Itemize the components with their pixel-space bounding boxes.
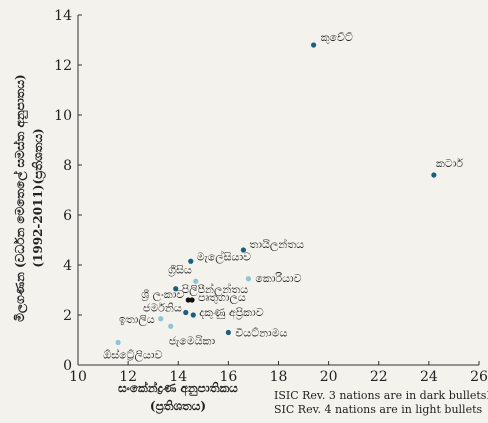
point-label: පෘතුගාලය: [198, 291, 246, 305]
y-tick-label: 8: [63, 158, 72, 174]
y-tick-label: 4: [63, 258, 72, 274]
x-axis-title-line-1: සංකේන්ද්‍රණ අනුපාතිකය: [118, 381, 238, 397]
data-point: [183, 309, 189, 316]
note-isic-rev4: SIC Rev. 4 nations are in light bullets: [274, 403, 483, 416]
y-axis-title-line-1: මිලගණන (වර්ධන මෙතෙලේ සමස්ත අනුපාතය): [13, 74, 29, 321]
y-tick-label: 12: [54, 58, 72, 74]
x-tick-label: 12: [119, 369, 137, 385]
point-label: දකුණු අප්‍රිකාව: [199, 306, 263, 320]
point-label: වියට්නාමය: [235, 327, 287, 340]
point-label: ජැමෙයිකා: [169, 334, 216, 347]
point-label: ජර්මනිය: [143, 302, 182, 315]
note-isic-rev3: ISIC Rev. 3 nations are in dark bulletsI: [274, 389, 488, 402]
point-label: කටාර්: [436, 157, 463, 170]
x-tick-label: 16: [219, 369, 237, 385]
data-point: [310, 42, 317, 48]
data-point: [185, 297, 191, 303]
point-label: ග්‍රීසිය: [168, 263, 192, 276]
x-tick-label: 26: [470, 369, 488, 385]
x-tick-label: 18: [270, 369, 288, 385]
data-point: [240, 247, 247, 253]
point-label: කුවේට්: [321, 31, 353, 44]
data-point: [158, 316, 164, 322]
data-point: [190, 312, 196, 318]
x-tick-label: 24: [420, 369, 438, 385]
y-tick-label: 10: [54, 108, 72, 124]
data-point: [193, 278, 199, 284]
point-label: තායිලන්තය: [249, 237, 304, 252]
data-point: [188, 258, 194, 264]
y-tick-label: 2: [63, 308, 72, 324]
x-tick-label: 20: [320, 369, 338, 385]
data-point: [168, 323, 174, 329]
point-label: කොරියාව: [255, 272, 301, 285]
y-tick-label: 0: [63, 358, 72, 374]
y-axis-title-line-2: (1992-2011)(ප්‍රතිශතය): [31, 128, 47, 267]
point-label: පිලිපීන්ලන්තය: [182, 282, 248, 297]
x-tick-label: 14: [169, 369, 187, 385]
data-point: [189, 297, 195, 303]
x-axis-title-line-2: (ප්‍රතිශතය): [150, 399, 206, 415]
data-point: [225, 329, 231, 336]
data-point: [115, 339, 121, 346]
point-labels: කුවේට් කටාර් තායිලන්තයමැලේසියාව පිලිපීන්ලන්…: [103, 31, 463, 363]
data-points: [115, 42, 437, 346]
x-tick-label: 22: [370, 369, 388, 385]
y-tick-label: 6: [63, 208, 72, 224]
point-label: ඕස්ට්‍රේලියාව: [103, 347, 162, 362]
point-label: ශ්‍රී ලංකාව: [141, 288, 184, 302]
x-tick-label: 10: [69, 369, 87, 385]
data-point: [431, 172, 437, 178]
y-tick-label: 14: [54, 8, 72, 24]
point-label: මැලේසියාව: [197, 249, 251, 264]
data-point: [245, 276, 252, 282]
data-point: [173, 286, 179, 292]
point-label: ඉතාලිය: [119, 313, 155, 327]
